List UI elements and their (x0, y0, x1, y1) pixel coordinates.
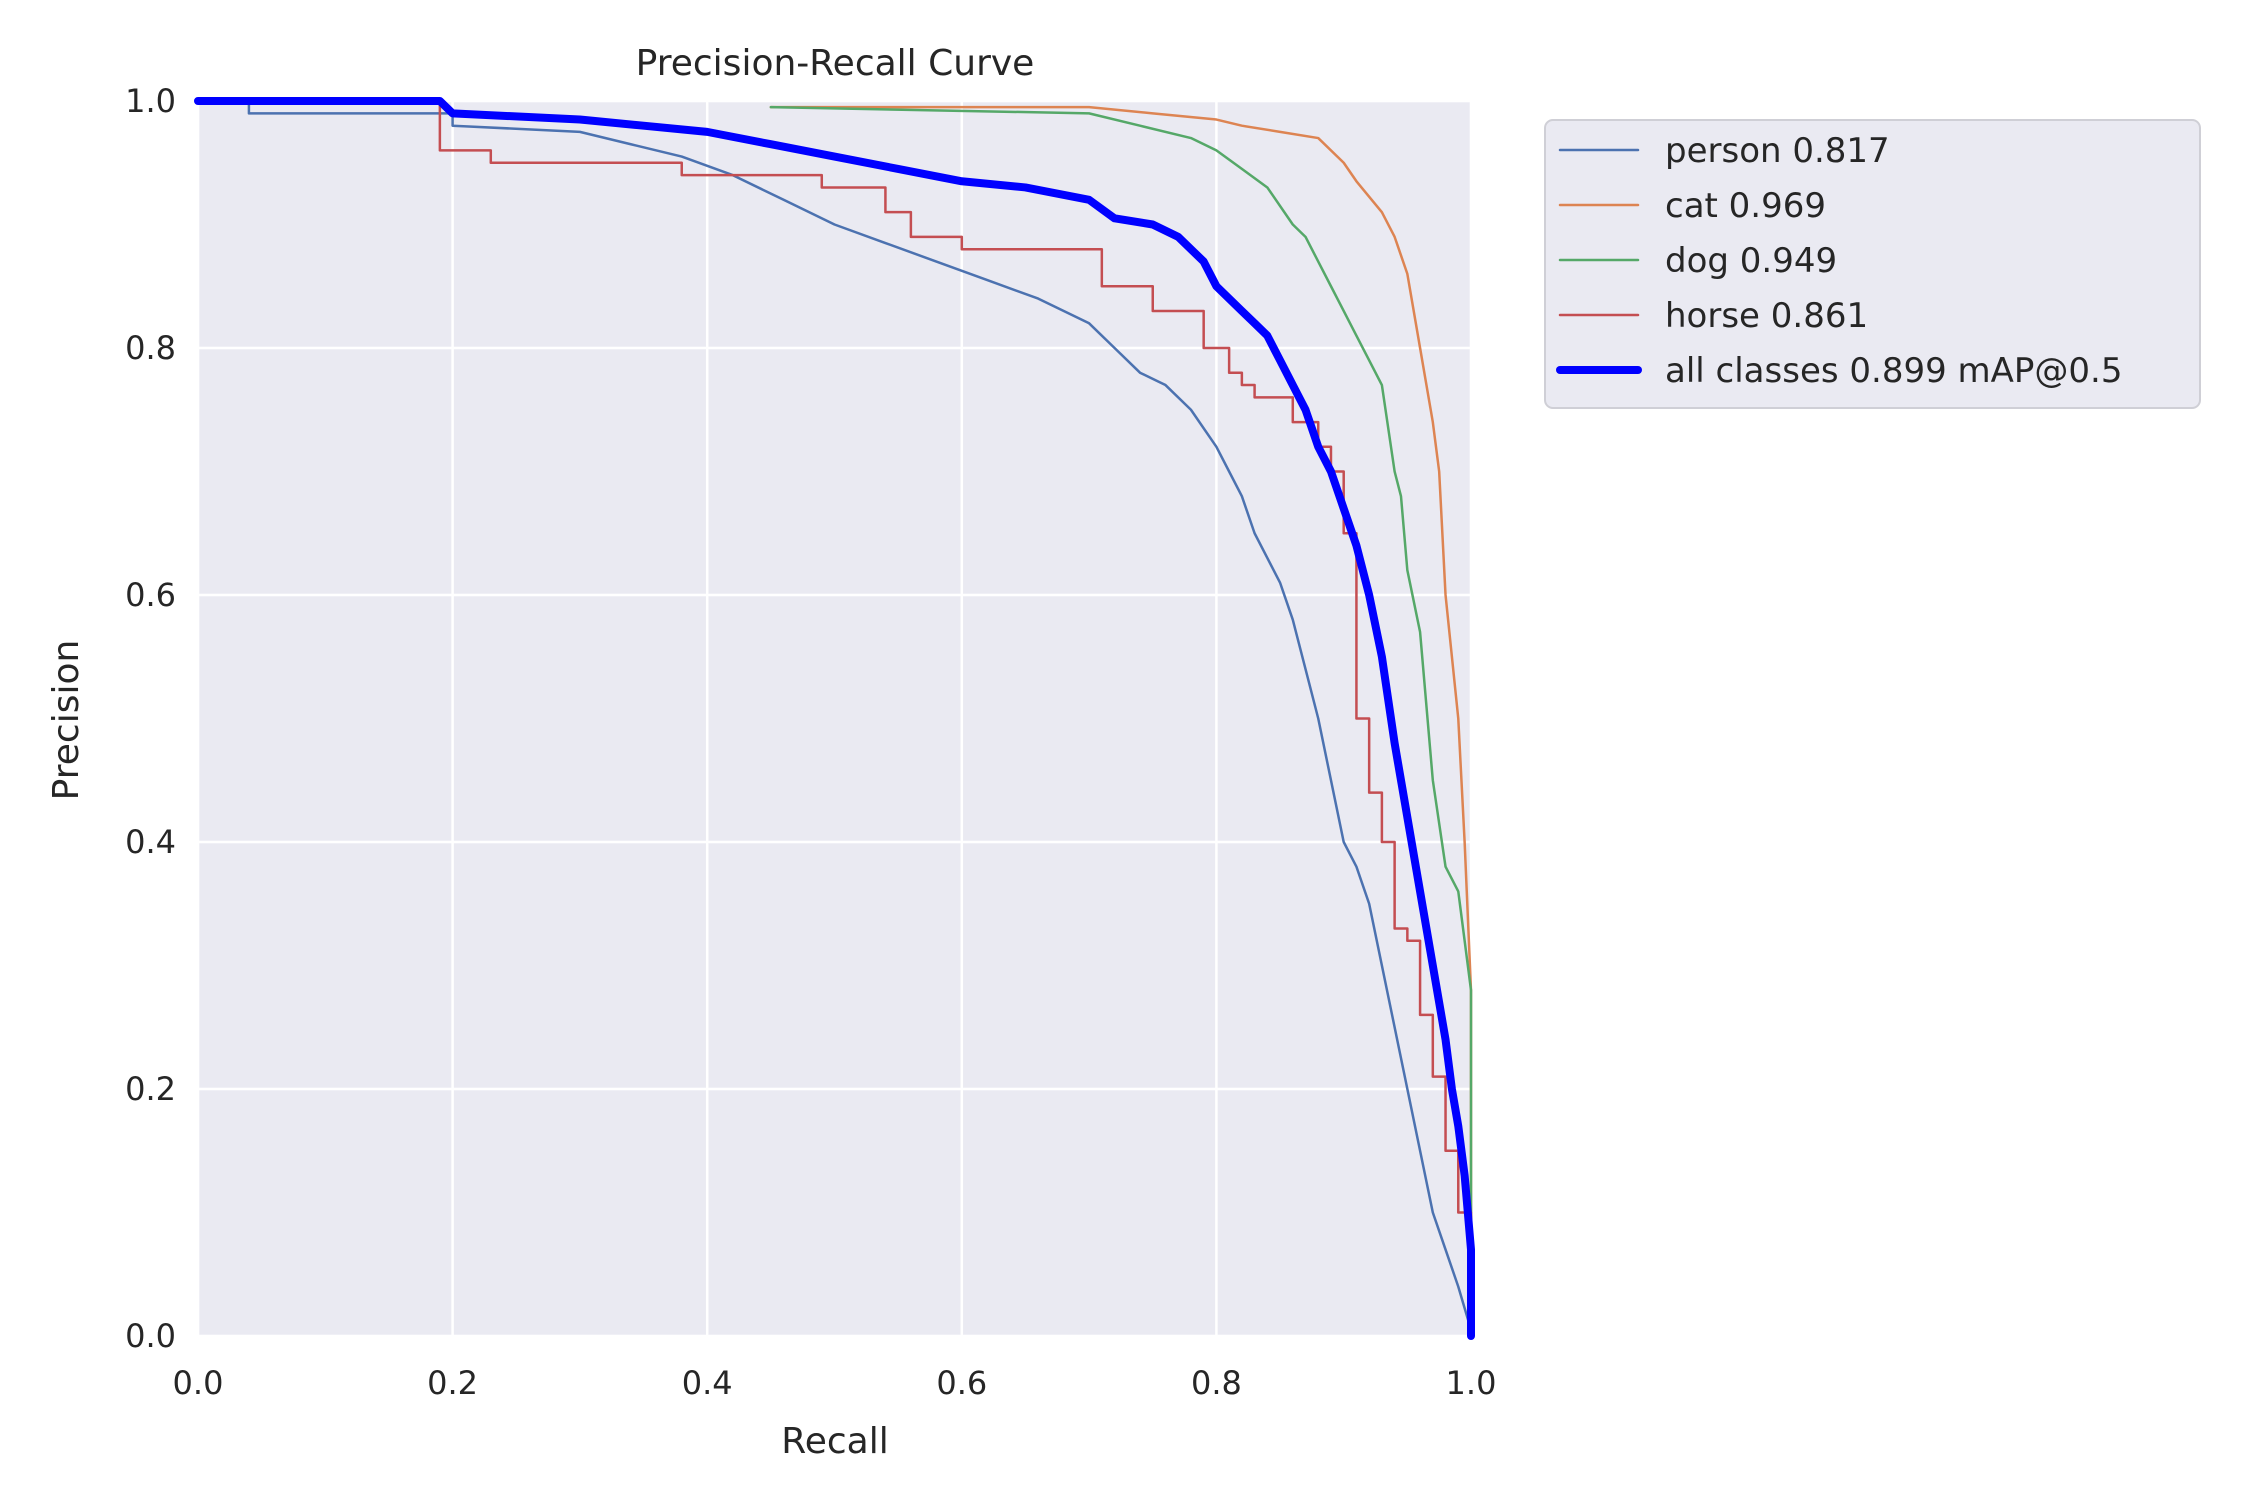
legend-label: dog 0.949 (1665, 241, 1837, 281)
series-line-horse (196, 99, 1473, 1338)
x-tick-label: 0.2 (427, 1364, 478, 1402)
y-axis-label: Precision (46, 640, 87, 801)
chart-title: Precision-Recall Curve (636, 43, 1035, 84)
series-line-person (196, 99, 1473, 1332)
y-tick-label: 0.2 (125, 1070, 176, 1108)
y-tick-label: 0.0 (125, 1317, 176, 1355)
legend-label: cat 0.969 (1665, 186, 1826, 226)
legend-items: person 0.817 cat 0.969 dog 0.949 horse 0.86… (1556, 131, 2122, 391)
x-tick-label: 0.4 (682, 1364, 733, 1402)
series-line-dog (769, 105, 1473, 1338)
y-tick-label: 0.4 (125, 823, 176, 861)
x-tick-label: 0.6 (936, 1364, 987, 1402)
legend-box (1544, 119, 2201, 409)
y-tick-label: 0.8 (125, 329, 176, 367)
x-tick-label: 0.0 (173, 1364, 224, 1402)
x-tick-label: 1.0 (1446, 1364, 1497, 1402)
series-line-cat (769, 105, 1473, 1338)
y-tick-label: 0.6 (125, 576, 176, 614)
legend-label: horse 0.861 (1665, 296, 1868, 336)
legend-label: person 0.817 (1665, 131, 1890, 171)
legend: person 0.817 cat 0.969 dog 0.949 horse 0.86… (1544, 119, 2201, 409)
y-tick-label: 1.0 (125, 82, 176, 120)
series-line-all-classes (194, 97, 1475, 1340)
legend-label: all classes 0.899 mAP@0.5 (1665, 351, 2122, 391)
series-lines (194, 97, 1475, 1340)
plot-background (198, 101, 1471, 1336)
x-tick-label: 0.8 (1191, 1364, 1242, 1402)
axis-ticks: 0.0 0.2 0.4 0.6 0.8 1.0 0.0 0.2 0.4 0.6 0.8 1.0 (125, 82, 1496, 1402)
x-axis-label: Recall (781, 1421, 888, 1462)
